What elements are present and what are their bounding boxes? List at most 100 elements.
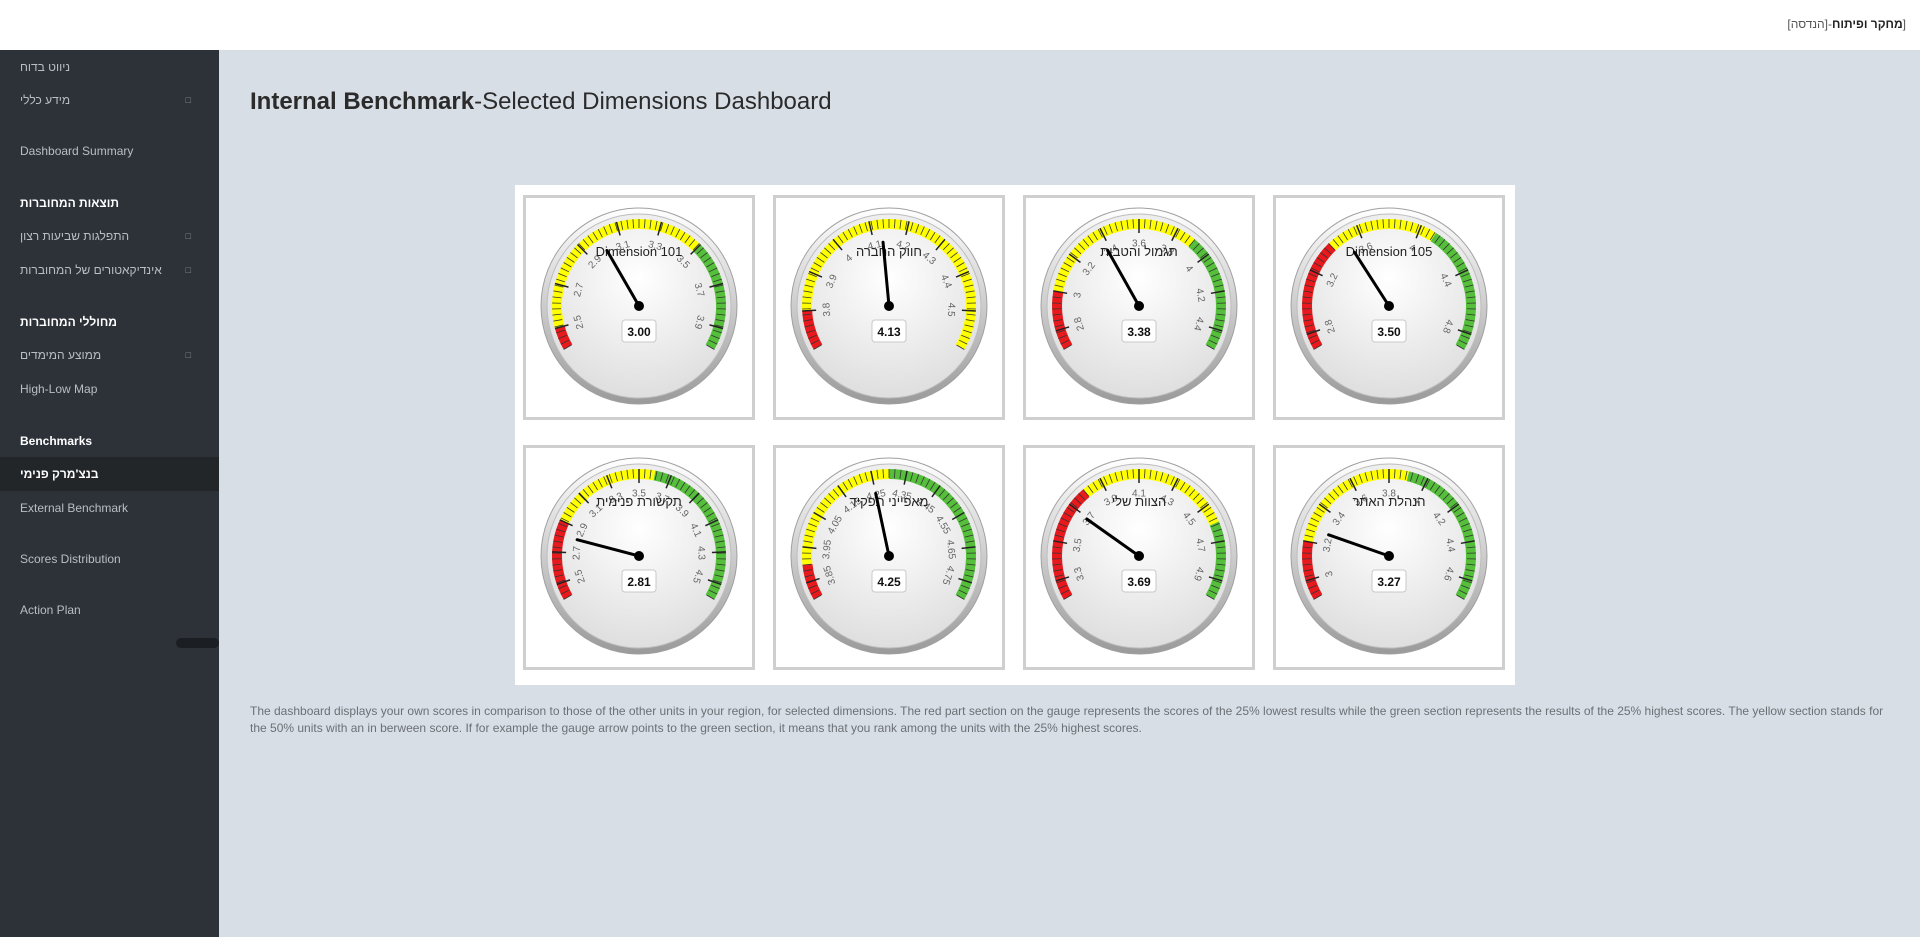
gauge-minor-tick — [1376, 219, 1379, 229]
gauge-minor-tick — [1208, 339, 1218, 345]
gauge-minor-tick — [1303, 290, 1313, 293]
gauge-major-tick — [657, 221, 663, 236]
gauge-minor-tick — [965, 569, 975, 572]
gauge-tick-label: 3.1 — [615, 239, 632, 253]
page-title: Internal Benchmark-Selected Dimensions D… — [250, 88, 832, 116]
gauge-minor-tick — [679, 232, 686, 241]
sidebar-item-general-info[interactable]: מידע כללי □ — [0, 83, 219, 117]
gauge-minor-tick — [925, 478, 931, 488]
gauge-minor-tick — [956, 344, 965, 350]
gauge-minor-tick — [1060, 517, 1070, 523]
gauge-minor-tick — [1463, 528, 1472, 533]
gauge-major-tick — [1415, 224, 1423, 239]
gauge-minor-tick — [692, 243, 700, 251]
gauge-minor-tick — [644, 469, 646, 479]
gauge-minor-tick — [804, 324, 814, 328]
gauge-minor-tick — [964, 284, 974, 288]
sidebar-item-action-plan[interactable]: Action Plan — [20, 603, 81, 617]
gauge-title: תגמול והטבות — [1100, 244, 1178, 259]
gauge-minor-tick — [660, 222, 664, 232]
gauge-minor-tick — [570, 502, 578, 509]
expand-icon[interactable]: □ — [185, 95, 191, 105]
gauge-minor-tick — [1215, 569, 1225, 572]
sidebar-item-high-low-map[interactable]: High-Low Map — [20, 382, 98, 396]
gauge-major-tick — [1305, 576, 1320, 582]
gauge-minor-tick — [1404, 220, 1408, 230]
gauge-minor-tick — [858, 474, 863, 483]
gauge-major-tick — [554, 324, 569, 330]
gauge-minor-tick — [714, 534, 724, 538]
sidebar-item-report-navigation[interactable]: ניווט בדוח — [20, 60, 71, 74]
gauge-minor-tick — [1179, 482, 1186, 491]
gauge-minor-tick — [804, 574, 814, 578]
gauge-minor-tick — [828, 243, 836, 251]
gauge-minor-tick — [920, 476, 925, 485]
gauge-minor-tick — [1154, 220, 1158, 230]
gauge-minor-tick — [1420, 226, 1425, 235]
gauge-tick-label: 3.7 — [692, 282, 706, 299]
gauge-minor-tick — [858, 224, 863, 233]
gauge-minor-tick — [592, 232, 599, 241]
gauge-tick-label: 4.4 — [938, 273, 954, 291]
gauge-minor-tick — [620, 220, 624, 230]
gauge-minor-tick — [1332, 489, 1340, 497]
gauge-minor-tick — [1060, 267, 1070, 273]
gauge-tick-label: 3.8 — [1382, 489, 1396, 500]
gauge-minor-tick — [824, 497, 832, 505]
gauge-minor-tick — [1442, 493, 1450, 501]
sidebar-item-external-benchmark[interactable]: External Benchmark — [20, 501, 129, 515]
gauge-minor-tick — [670, 476, 675, 485]
expand-icon[interactable]: □ — [185, 231, 191, 241]
gauge-card: 2.8 3.2 3.6 4 4.4 4.8 Dimension 105 3.50 — [1273, 195, 1505, 420]
gauge-minor-tick — [1082, 239, 1090, 247]
sidebar-item-scores-distribution[interactable]: Scores Distribution — [20, 552, 121, 566]
gauge-minor-tick — [810, 517, 820, 523]
gauge-minor-tick — [570, 252, 578, 259]
gauge-minor-tick — [942, 243, 950, 251]
gauge-major-tick — [559, 519, 573, 527]
gauge-band-red — [802, 310, 823, 350]
expand-icon[interactable]: □ — [185, 350, 191, 360]
gauge-minor-tick — [574, 247, 582, 255]
gauge-minor-tick — [942, 493, 950, 501]
gauge-minor-tick — [1087, 485, 1094, 494]
gauge-tick-label: 3.9 — [824, 273, 840, 291]
gauge-minor-tick — [1425, 228, 1431, 238]
gauge-major-tick — [808, 270, 823, 278]
gauge-minor-tick — [1206, 512, 1215, 518]
gauge-minor-tick — [1053, 319, 1063, 322]
gauge-card: 3 3.2 3.4 3.6 3.8 4 4.2 4.4 4.6 הנהלת האתר 3.27 — [1273, 445, 1505, 670]
gauge-minor-tick — [842, 482, 849, 491]
gauge-minor-tick — [1370, 470, 1374, 480]
gauge-minor-tick — [563, 344, 572, 350]
gauge-minor-tick — [1208, 267, 1218, 273]
gauge-needle — [1352, 250, 1391, 308]
gauge-minor-tick — [894, 219, 896, 229]
sidebar-item-dimensions-average[interactable]: ממוצע המימדים □ — [0, 338, 219, 372]
gauge-minor-tick — [1175, 228, 1181, 238]
sidebar-item-satisfaction-distribution[interactable]: התפלגות שביעות רצון □ — [0, 219, 219, 253]
gauge-minor-tick — [964, 534, 974, 538]
gauge-major-tick — [1309, 269, 1323, 277]
gauge-minor-tick — [915, 474, 920, 483]
sidebar-item-engagement-indicators[interactable]: אינדיקאטורים של המחוברות □ — [0, 253, 219, 287]
gauge-major-tick — [1457, 329, 1472, 336]
expand-icon[interactable]: □ — [185, 265, 191, 275]
sidebar-scrollbar[interactable] — [176, 638, 219, 648]
gauge-minor-tick — [1103, 226, 1108, 235]
gauge-major-tick — [1421, 477, 1429, 492]
gauge-minor-tick — [953, 507, 962, 513]
gauge-major-tick — [1055, 326, 1070, 332]
gauge-minor-tick — [1052, 296, 1062, 299]
sidebar-item-internal-benchmark[interactable]: בנצ'מרק פנימי — [0, 457, 219, 491]
gauge-minor-tick — [1461, 523, 1470, 528]
sidebar-item-dashboard-summary[interactable]: Dashboard Summary — [20, 144, 134, 158]
gauge-minor-tick — [956, 262, 965, 268]
gauge-minor-tick — [1306, 579, 1315, 584]
gauge-minor-tick — [1108, 224, 1113, 233]
gauge-minor-tick — [1458, 267, 1468, 273]
gauge-minor-tick — [1092, 232, 1099, 241]
gauge-minor-tick — [1058, 334, 1067, 339]
gauge-needle — [605, 249, 641, 308]
gauge-minor-tick — [708, 517, 718, 523]
